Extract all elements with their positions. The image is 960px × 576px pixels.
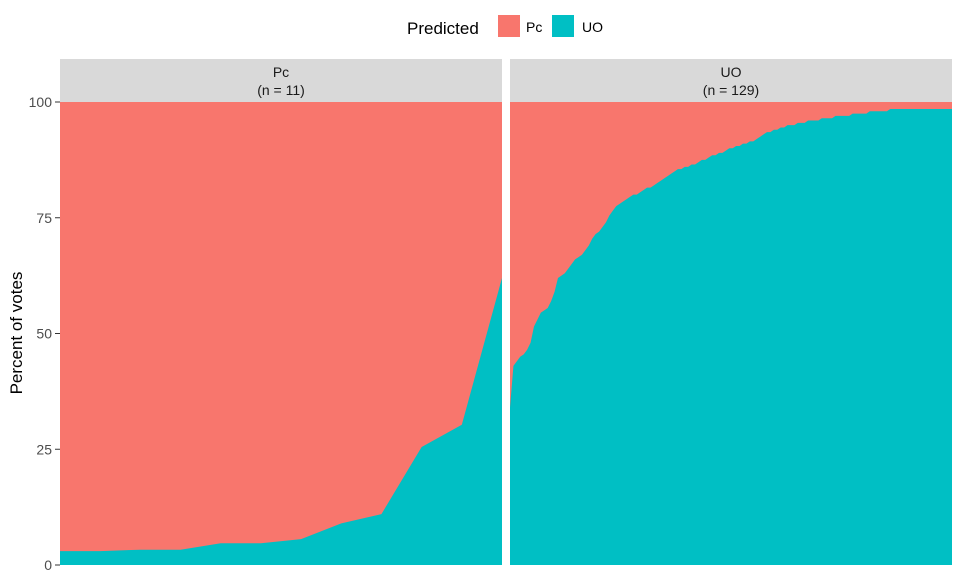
legend-label-uo: UO: [582, 19, 603, 35]
y-axis: Percent of votes 0 25 50 75 100: [7, 94, 60, 573]
facet-uo: UO (n = 129): [510, 59, 952, 565]
legend-swatch-pc: [498, 15, 520, 37]
facet-title-pc: Pc: [273, 64, 289, 80]
legend-title: Predicted: [407, 19, 479, 38]
facet-title-uo: UO: [721, 64, 742, 80]
y-tick-label: 25: [36, 441, 52, 457]
facet-subtitle-pc: (n = 11): [257, 82, 305, 98]
legend-swatch-uo: [552, 15, 574, 37]
y-tick-label: 100: [29, 94, 53, 110]
area-uo-predicted-uo: [510, 108, 952, 565]
facet-pc: Pc (n = 11): [60, 59, 502, 565]
legend: Predicted Pc UO: [407, 15, 603, 38]
y-tick-label: 50: [36, 326, 52, 342]
facet-strip-pc: [60, 59, 502, 102]
y-tick-label: 0: [44, 557, 52, 573]
legend-label-pc: Pc: [526, 19, 542, 35]
facet-subtitle-uo: (n = 129): [703, 82, 759, 98]
area-pc-predicted-uo: [60, 277, 502, 565]
y-tick-label: 75: [36, 210, 52, 226]
facet-strip-uo: [510, 59, 952, 102]
y-axis-title: Percent of votes: [7, 272, 26, 395]
